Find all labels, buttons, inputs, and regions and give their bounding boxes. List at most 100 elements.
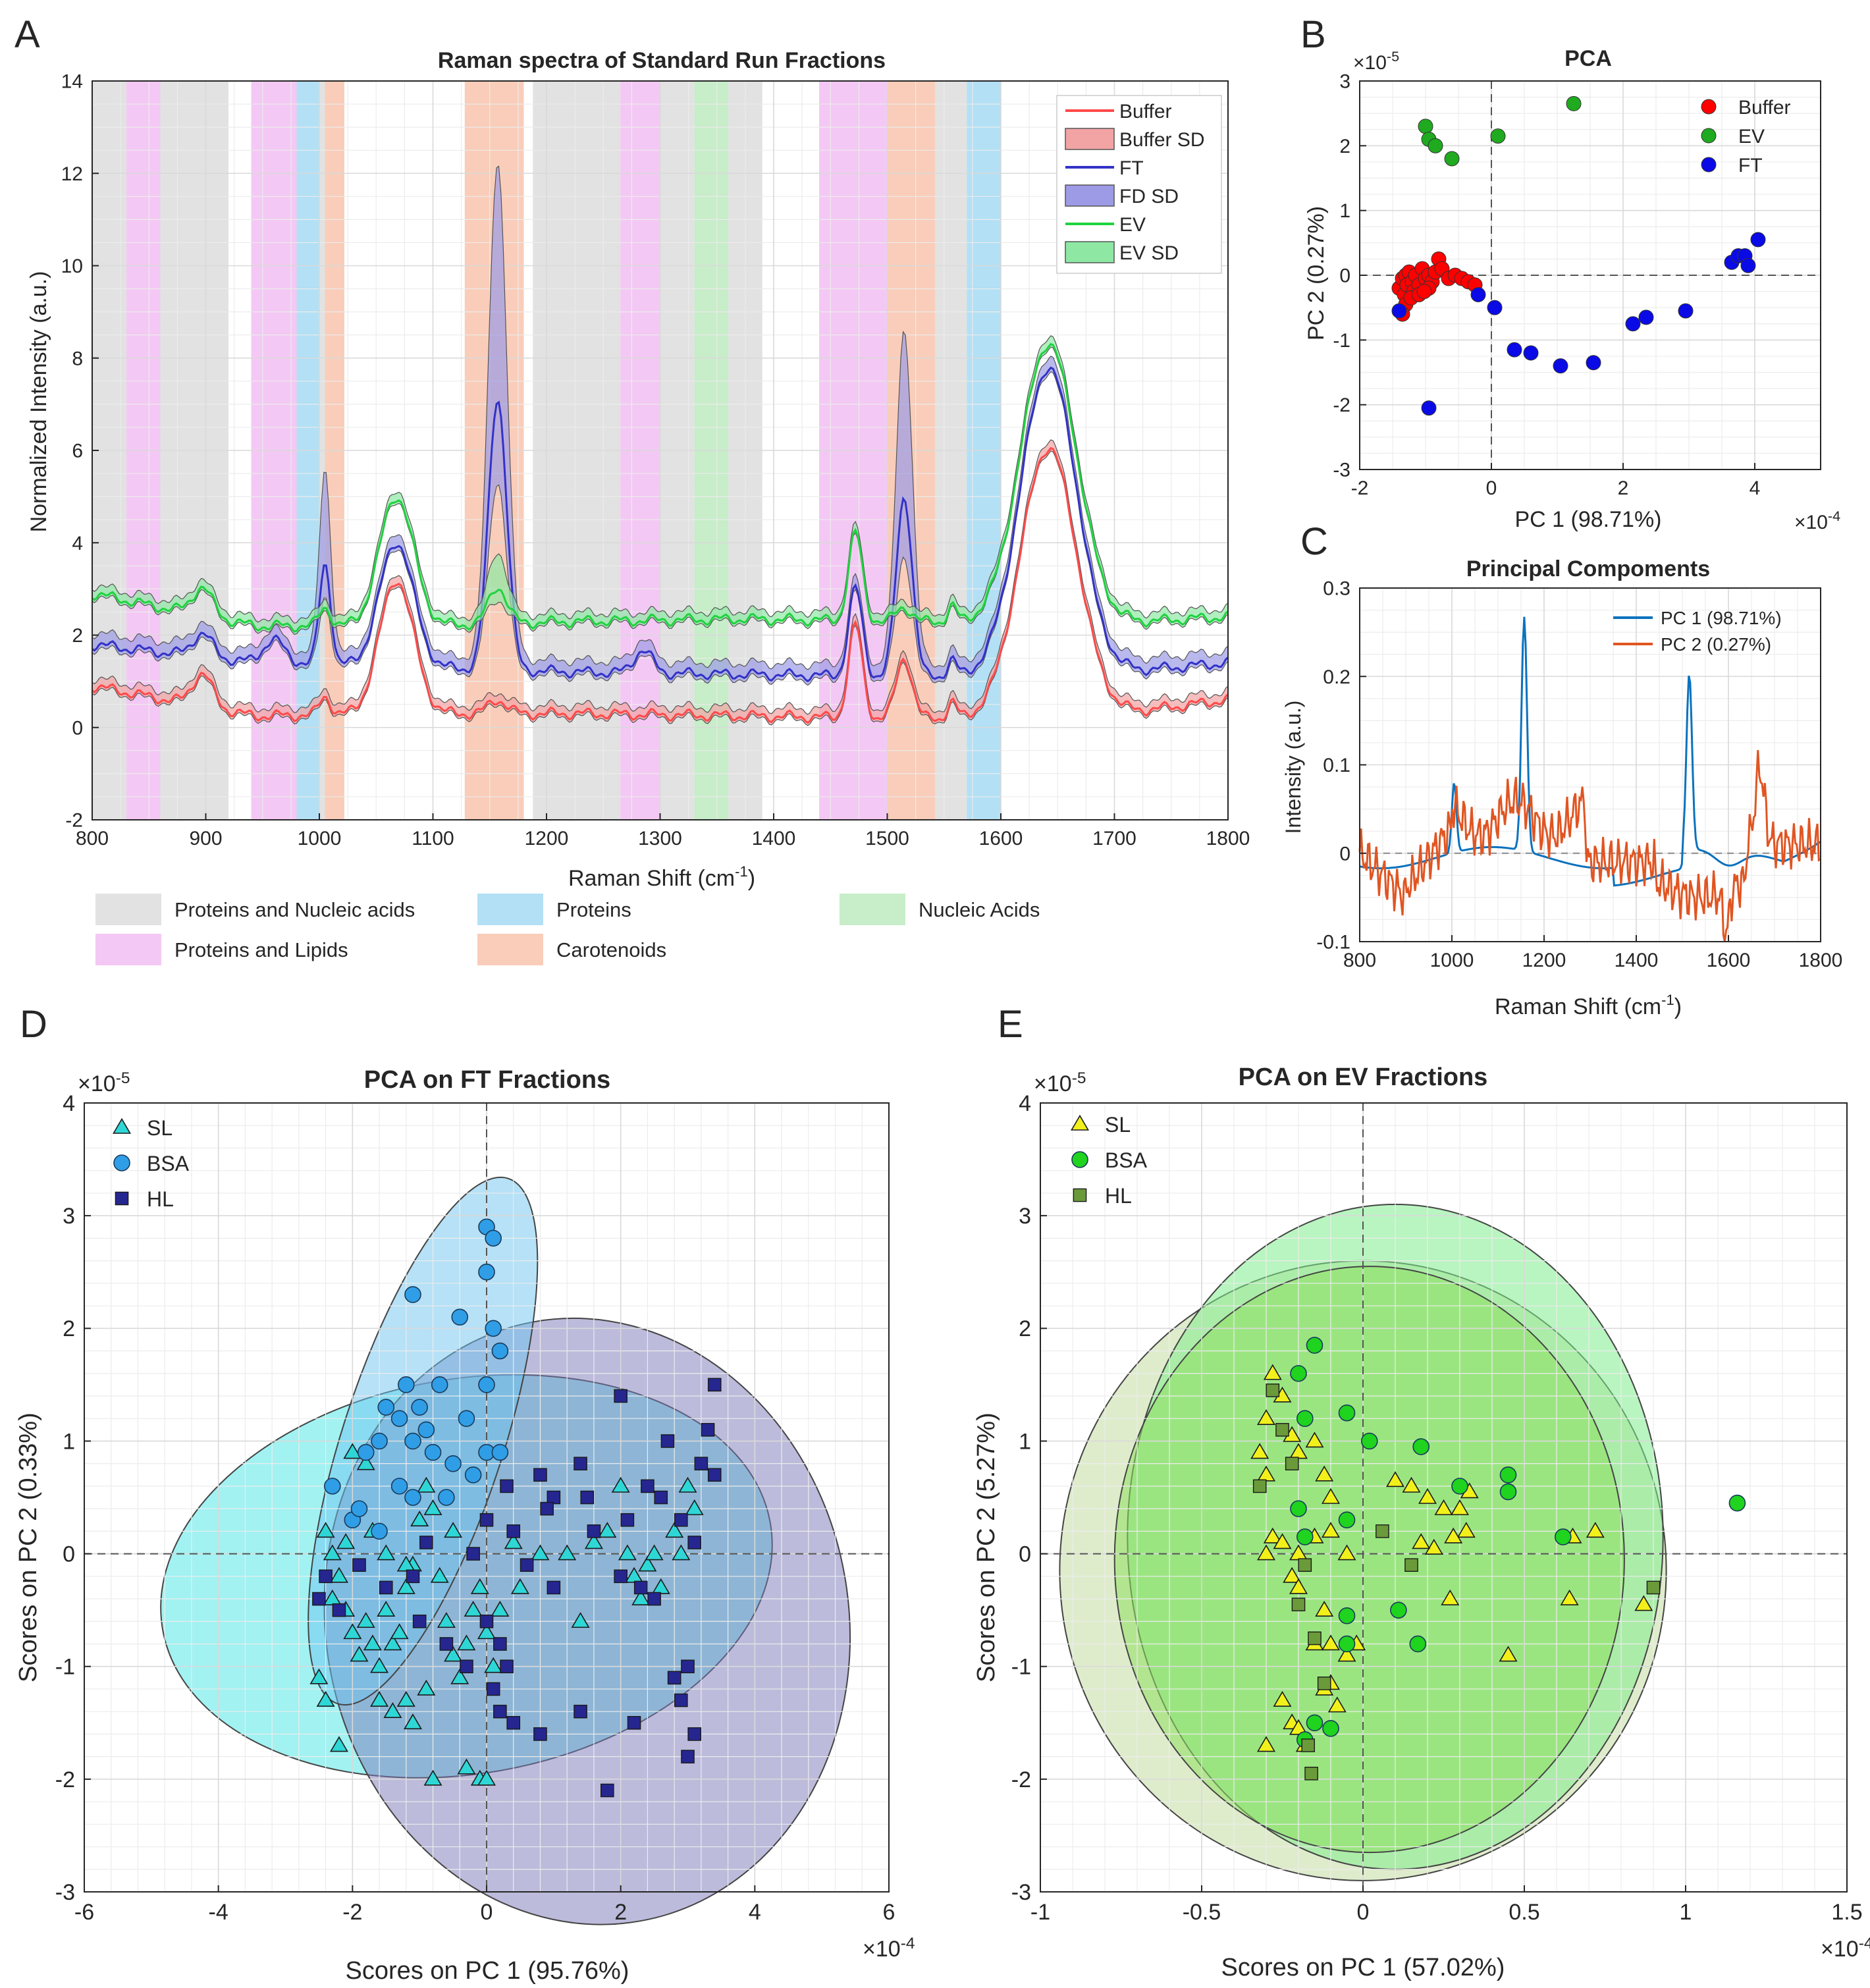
legend-label: BSA [147,1152,190,1175]
legend-label: EV SD [1119,242,1179,264]
data-point-bsa [1409,1635,1427,1653]
data-point-hl [660,1434,675,1448]
panel-a-title: Raman spectra of Standard Run Fractions [438,48,886,73]
data-point-sl [1499,1646,1518,1662]
data-point-sl [1412,1533,1431,1549]
data-point-sl [336,1533,356,1549]
data-point-bsa [1451,1478,1468,1495]
x-tick-label: -2 [1351,477,1369,499]
data-point-hl [540,1501,554,1516]
x-tick-label: 1700 [1092,828,1136,849]
data-point-bsa [1390,1601,1407,1619]
data-point-bsa [458,1410,475,1427]
data-point-sl [1634,1595,1653,1611]
legend-label: PC 1 (98.71%) [1661,608,1782,628]
y-tick-label: -2 [1333,394,1350,416]
legend-label: FD SD [1119,186,1179,207]
y-tick-label: 1 [1019,1429,1031,1454]
data-point-sl [464,1600,483,1617]
data-point-sl [370,1657,389,1673]
legend-marker [1071,1114,1089,1131]
exponent-base: ×10 [1794,512,1828,533]
data-point-sl [1418,1488,1437,1504]
data-point-sl [1337,1646,1356,1662]
data-point-hl [647,1592,661,1606]
data-point-bsa [1499,1466,1517,1484]
panel-e-pca-ev: PCA on EV Fractions SL BSA HL -1 -0.5 0 0.5 1 1.… [973,1063,1870,1981]
band-legend-swatch [477,934,543,965]
data-point-ft [1750,232,1766,248]
data-point-hl [500,1479,514,1493]
data-point-sl [1263,1364,1282,1380]
data-point-sl [1434,1499,1453,1515]
data-point-sl [1305,1432,1324,1448]
data-point-hl [694,1457,708,1470]
data-point-bsa [1412,1438,1429,1455]
data-point-ft [1487,300,1503,315]
data-point-sl [484,1657,503,1673]
x-tick-label: 1200 [1522,950,1566,971]
data-point-sl [504,1533,523,1549]
data-point-sl [685,1499,704,1515]
exponent-power: -4 [1828,508,1840,524]
panel-b-xlabel: PC 1 (98.71%) [1515,507,1662,532]
legend-label: HL [147,1187,174,1211]
y-tick-label: -1 [1333,330,1350,352]
y-exponent-label: ×10-5 [1034,1069,1086,1096]
y-tick-label: 8 [72,348,83,369]
legend-marker [1701,128,1717,144]
legend-label: EV [1119,214,1146,236]
data-point-ft [1740,257,1756,273]
band-legend-swatch [95,934,161,965]
data-point-sl [584,1533,603,1549]
data-point-hl [352,1558,366,1572]
data-point-hl [506,1524,521,1538]
data-point-sl [1283,1567,1302,1583]
panel-a-xlabel: Raman Shift (cm-1) [568,863,755,891]
data-point-bsa [1296,1410,1314,1427]
data-point-sl [1456,1522,1476,1538]
legend-marker [1701,157,1717,173]
y-tick-label: 3 [1339,71,1350,93]
panel-a-ylabel: Normalized Intensity (a.u.) [26,271,51,533]
panel-d-ylabel: Scores on PC 2 (0.33%) [14,1412,42,1682]
data-point-hl [707,1378,722,1392]
y-tick-label: -0.1 [1316,932,1350,954]
data-point-sl [329,1736,348,1752]
panel-b-ylabel: PC 2 (0.27%) [1304,206,1329,340]
data-point-ft [1507,342,1522,358]
data-point-hl [674,1513,688,1527]
data-point-bsa [397,1376,415,1393]
y-tick-label: 0 [1339,843,1350,865]
x-tick-label: 0 [1357,1900,1370,1925]
data-point-sl [437,1612,456,1628]
data-point-ev [1418,119,1433,134]
y-tick-label: -2 [1011,1767,1031,1792]
data-point-hl [466,1547,480,1561]
data-point-ft [1391,303,1407,319]
series-line-pc2 [1358,750,1821,942]
data-point-hl [614,1389,628,1403]
data-point-sl [558,1544,577,1561]
panel-c-xlabel: Raman Shift (cm-1) [1495,992,1682,1019]
data-point-sl [1257,1409,1275,1425]
y-tick-label: 3 [1019,1204,1031,1229]
data-point-sl [450,1668,469,1684]
x-tick-label: 0 [1486,477,1497,499]
y-tick-label: 0 [1339,265,1350,287]
data-point-ev [1566,95,1582,111]
y-tick-label: 10 [61,255,83,277]
data-point-hl [574,1457,587,1470]
data-point-bsa [431,1376,448,1393]
data-point-hl [319,1569,333,1584]
x-tick-label: 1400 [1615,950,1659,971]
data-point-bsa [1306,1714,1323,1732]
data-point-hl [379,1580,393,1595]
y-tick-label: 2 [72,625,83,647]
legend-marker [113,1154,130,1171]
data-point-sl [1322,1488,1340,1504]
data-point-bsa [371,1432,388,1450]
data-point-bsa [404,1489,421,1506]
data-point-sl [1322,1634,1340,1651]
data-point-sl [329,1567,348,1583]
